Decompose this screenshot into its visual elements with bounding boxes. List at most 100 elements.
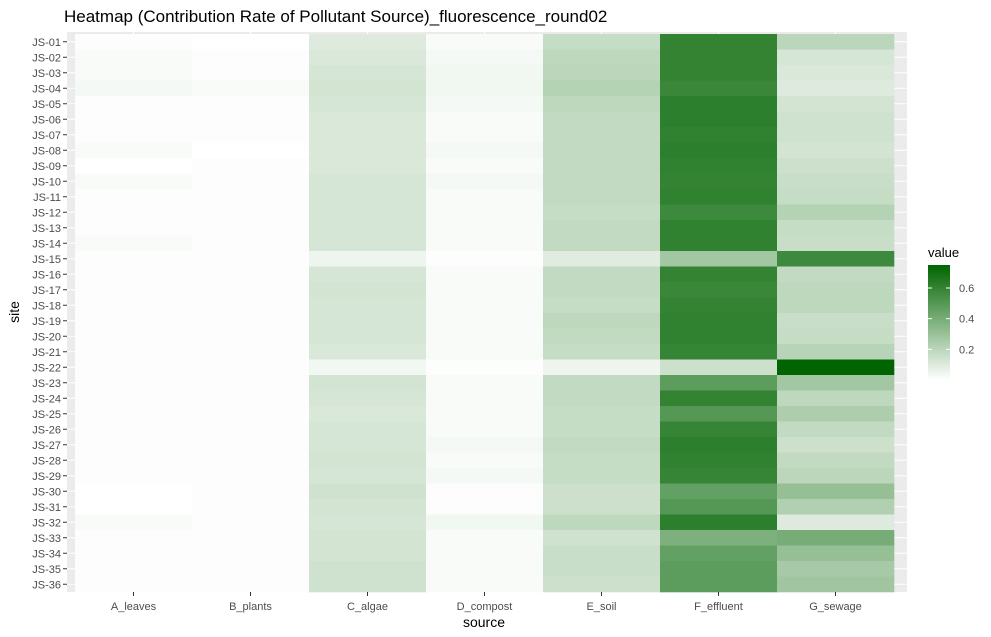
- heatmap-cell-JS-33-F_effluent: [660, 530, 778, 546]
- heatmap-cell-JS-18-A_leaves: [75, 297, 193, 314]
- heatmap-cell-JS-24-F_effluent: [660, 390, 778, 407]
- heatmap-cell-JS-26-A_leaves: [75, 421, 193, 438]
- heatmap-cell-JS-23-G_sewage: [777, 375, 895, 391]
- heatmap-cell-JS-15-C_algae: [309, 251, 427, 267]
- heatmap-cell-JS-16-C_algae: [309, 266, 427, 283]
- heatmap-cell-JS-13-F_effluent: [660, 220, 778, 236]
- heatmap-cell-JS-03-A_leaves: [75, 65, 193, 81]
- heatmap-cell-JS-25-G_sewage: [777, 406, 895, 422]
- heatmap-cell-JS-14-G_sewage: [777, 235, 895, 252]
- heatmap-cell-JS-10-C_algae: [309, 173, 427, 190]
- heatmap-cell-JS-05-A_leaves: [75, 96, 193, 112]
- y-tick-label: JS-29: [32, 471, 61, 483]
- heatmap-cell-JS-03-C_algae: [309, 65, 427, 81]
- heatmap-cell-JS-04-F_effluent: [660, 80, 778, 97]
- heatmap-cell-JS-03-G_sewage: [777, 65, 895, 81]
- heatmap-cell-JS-22-A_leaves: [75, 359, 193, 376]
- heatmap-cell-JS-35-B_plants: [192, 561, 310, 577]
- y-tick-label: JS-13: [32, 223, 61, 235]
- y-tick-label: JS-30: [32, 486, 61, 498]
- heatmap-cell-JS-15-G_sewage: [777, 251, 895, 267]
- heatmap-cell-JS-17-F_effluent: [660, 282, 778, 298]
- heatmap-cell-JS-22-B_plants: [192, 359, 310, 376]
- x-tick-label: B_plants: [229, 601, 272, 613]
- y-tick-label: JS-35: [32, 564, 61, 576]
- heatmap-cell-JS-10-E_soil: [543, 173, 661, 190]
- heatmap-cell-JS-09-F_effluent: [660, 158, 778, 174]
- heatmap-cell-JS-11-E_soil: [543, 189, 661, 205]
- heatmap-cell-JS-09-B_plants: [192, 158, 310, 174]
- y-tick-label: JS-28: [32, 455, 61, 467]
- heatmap-cell-JS-30-D_compost: [426, 483, 544, 500]
- y-tick-label: JS-31: [32, 502, 61, 514]
- heatmap-cell-JS-19-A_leaves: [75, 313, 193, 329]
- heatmap-cell-JS-23-A_leaves: [75, 375, 193, 391]
- heatmap-cell-JS-26-C_algae: [309, 421, 427, 438]
- heatmap-cell-JS-06-C_algae: [309, 111, 427, 128]
- heatmap-cell-JS-01-F_effluent: [660, 34, 778, 50]
- heatmap-cell-JS-24-C_algae: [309, 390, 427, 407]
- y-tick-label: JS-01: [32, 37, 61, 49]
- heatmap-cell-JS-09-C_algae: [309, 158, 427, 174]
- heatmap-cell-JS-06-D_compost: [426, 111, 544, 128]
- heatmap-cell-JS-24-D_compost: [426, 390, 544, 407]
- heatmap-cell-JS-22-G_sewage: [777, 359, 895, 376]
- heatmap-cell-JS-28-G_sewage: [777, 452, 895, 469]
- heatmap-cell-JS-13-D_compost: [426, 220, 544, 236]
- heatmap-cell-JS-31-G_sewage: [777, 499, 895, 515]
- heatmap-cell-JS-04-D_compost: [426, 80, 544, 97]
- y-tick-label: JS-03: [32, 68, 61, 80]
- heatmap-cell-JS-25-A_leaves: [75, 406, 193, 422]
- x-axis-title: source: [463, 614, 505, 630]
- heatmap-cell-JS-13-G_sewage: [777, 220, 895, 236]
- heatmap-cell-JS-23-C_algae: [309, 375, 427, 391]
- heatmap-cell-JS-32-C_algae: [309, 514, 427, 531]
- heatmap-cell-JS-08-A_leaves: [75, 142, 193, 159]
- heatmap-cell-JS-07-F_effluent: [660, 127, 778, 143]
- heatmap-cell-JS-14-B_plants: [192, 235, 310, 252]
- heatmap-cell-JS-20-C_algae: [309, 328, 427, 345]
- y-tick-label: JS-17: [32, 285, 61, 297]
- heatmap-cell-JS-34-C_algae: [309, 545, 427, 562]
- heatmap-cell-JS-07-E_soil: [543, 127, 661, 143]
- y-tick-label: JS-05: [32, 99, 61, 111]
- heatmap-cell-JS-04-B_plants: [192, 80, 310, 97]
- heatmap-cell-JS-20-E_soil: [543, 328, 661, 345]
- heatmap-cell-JS-33-G_sewage: [777, 530, 895, 546]
- heatmap-cell-JS-33-A_leaves: [75, 530, 193, 546]
- heatmap-cell-JS-04-E_soil: [543, 80, 661, 97]
- heatmap-cell-JS-07-B_plants: [192, 127, 310, 143]
- heatmap-cell-JS-21-B_plants: [192, 344, 310, 360]
- heatmap-cell-JS-10-G_sewage: [777, 173, 895, 190]
- y-tick-label: JS-16: [32, 269, 61, 281]
- heatmap-cell-JS-11-C_algae: [309, 189, 427, 205]
- heatmap-cell-JS-16-F_effluent: [660, 266, 778, 283]
- heatmap-cell-JS-14-E_soil: [543, 235, 661, 252]
- heatmap-cell-JS-17-D_compost: [426, 282, 544, 298]
- heatmap-cell-JS-35-G_sewage: [777, 561, 895, 577]
- heatmap-cell-JS-01-G_sewage: [777, 34, 895, 50]
- heatmap-cell-JS-06-F_effluent: [660, 111, 778, 128]
- heatmap-cell-JS-15-B_plants: [192, 251, 310, 267]
- heatmap-cell-JS-27-B_plants: [192, 437, 310, 453]
- heatmap-cell-JS-36-G_sewage: [777, 576, 895, 593]
- heatmap-cell-JS-01-E_soil: [543, 34, 661, 50]
- heatmap-cell-JS-27-G_sewage: [777, 437, 895, 453]
- heatmap-cell-JS-36-C_algae: [309, 576, 427, 593]
- heatmap-cell-JS-20-D_compost: [426, 328, 544, 345]
- heatmap-cell-JS-18-E_soil: [543, 297, 661, 314]
- heatmap-cell-JS-28-B_plants: [192, 452, 310, 469]
- y-tick-label: JS-18: [32, 300, 61, 312]
- heatmap-cell-JS-07-A_leaves: [75, 127, 193, 143]
- heatmap-cell-JS-12-C_algae: [309, 204, 427, 221]
- y-tick-label: JS-36: [32, 579, 61, 591]
- heatmap-cell-JS-09-A_leaves: [75, 158, 193, 174]
- heatmap-cell-JS-05-F_effluent: [660, 96, 778, 112]
- heatmap-cell-JS-05-B_plants: [192, 96, 310, 112]
- heatmap-cell-JS-36-E_soil: [543, 576, 661, 593]
- heatmap-cell-JS-03-E_soil: [543, 65, 661, 81]
- legend-title: value: [928, 245, 959, 260]
- heatmap-cell-JS-19-C_algae: [309, 313, 427, 329]
- y-axis-ticks: JS-01 JS-02 JS-03 JS-04 JS-05 JS-06 JS-07 JS-08…: [32, 37, 67, 591]
- heatmap-cell-JS-04-G_sewage: [777, 80, 895, 97]
